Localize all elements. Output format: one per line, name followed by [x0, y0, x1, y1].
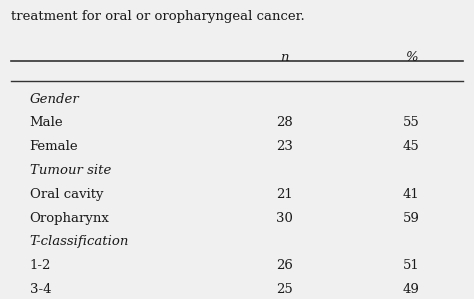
Text: Oral cavity: Oral cavity [30, 188, 103, 201]
Text: 1-2: 1-2 [30, 259, 51, 272]
Text: 30: 30 [276, 212, 292, 225]
Text: Male: Male [30, 117, 64, 129]
Text: 49: 49 [403, 283, 420, 296]
Text: n: n [280, 51, 288, 64]
Text: 59: 59 [403, 212, 420, 225]
Text: 25: 25 [276, 283, 292, 296]
Text: 45: 45 [403, 140, 420, 153]
Text: 3-4: 3-4 [30, 283, 51, 296]
Text: 23: 23 [276, 140, 292, 153]
Text: T-classification: T-classification [30, 235, 129, 248]
Text: %: % [405, 51, 418, 64]
Text: Gender: Gender [30, 93, 80, 106]
Text: treatment for oral or oropharyngeal cancer.: treatment for oral or oropharyngeal canc… [11, 10, 305, 23]
Text: Tumour site: Tumour site [30, 164, 111, 177]
Text: 21: 21 [276, 188, 292, 201]
Text: Oropharynx: Oropharynx [30, 212, 109, 225]
Text: 41: 41 [403, 188, 420, 201]
Text: 51: 51 [403, 259, 420, 272]
Text: 28: 28 [276, 117, 292, 129]
Text: 26: 26 [276, 259, 292, 272]
Text: Female: Female [30, 140, 78, 153]
Text: 55: 55 [403, 117, 420, 129]
